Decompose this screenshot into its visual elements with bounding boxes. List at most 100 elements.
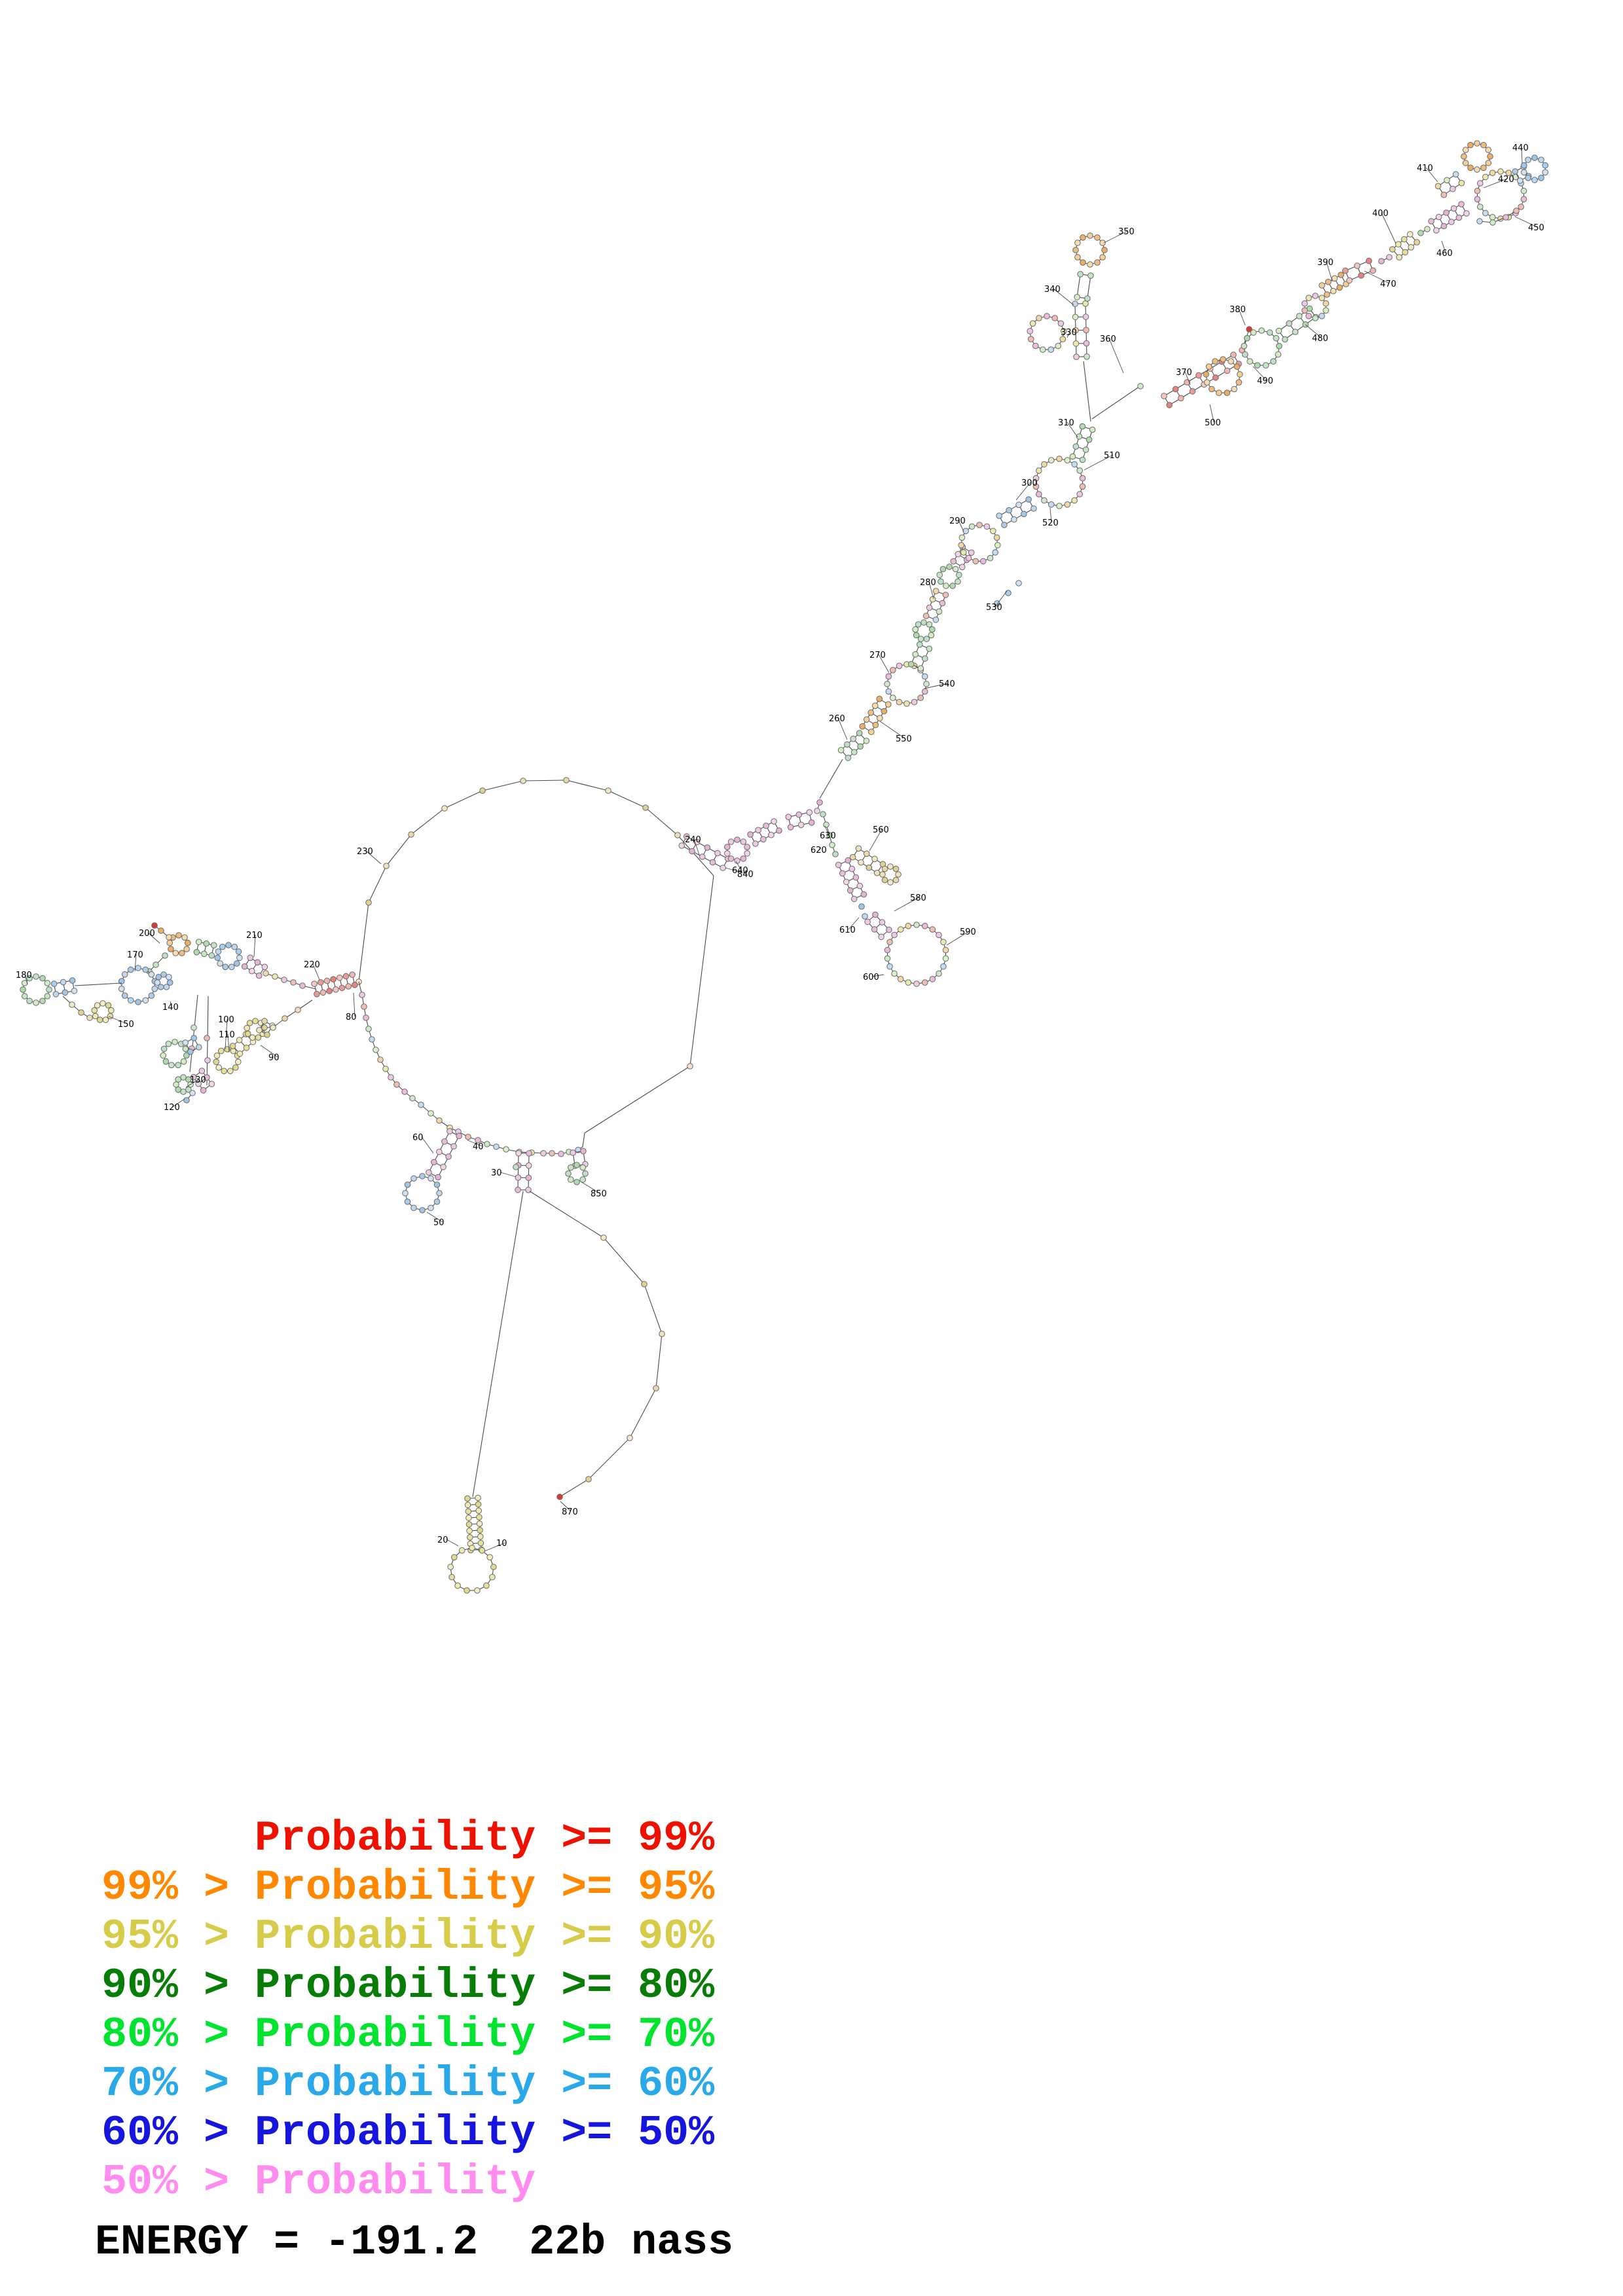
base-number-label: 330 bbox=[1061, 328, 1077, 338]
structure-stem bbox=[837, 730, 870, 761]
legend-line-below50: 50% > Probability bbox=[101, 2158, 536, 2206]
structure-stem bbox=[182, 1035, 202, 1055]
base-number-label: 170 bbox=[127, 950, 143, 972]
base-number-label: 110 bbox=[219, 1030, 235, 1053]
svg-text:280: 280 bbox=[920, 578, 936, 588]
structure-stem bbox=[835, 857, 867, 903]
structure-chain bbox=[1476, 207, 1520, 226]
base-number-label: 840 bbox=[725, 867, 754, 880]
svg-text:40: 40 bbox=[473, 1142, 484, 1152]
svg-text:330: 330 bbox=[1061, 328, 1077, 338]
structure-chain bbox=[183, 1090, 196, 1103]
legend-line-80: 90% > Probability >= 80% bbox=[101, 1962, 715, 2010]
structure-loop bbox=[1072, 232, 1108, 268]
legend-line-90: 95% > Probability >= 90% bbox=[101, 1912, 715, 1961]
structure-loop bbox=[912, 619, 936, 643]
svg-text:470: 470 bbox=[1380, 279, 1396, 289]
base-number-label: 550 bbox=[879, 721, 912, 744]
svg-text:530: 530 bbox=[986, 603, 1002, 613]
structure-chain bbox=[513, 1164, 519, 1170]
svg-text:200: 200 bbox=[139, 929, 155, 939]
base-number-label: 480 bbox=[1305, 324, 1328, 344]
base-number-label: 610 bbox=[839, 917, 860, 935]
structure-loop bbox=[1027, 313, 1067, 353]
legend-line-60: 70% > Probability >= 60% bbox=[101, 2060, 715, 2108]
base-number-label: 30 bbox=[491, 1168, 517, 1178]
structure-chain bbox=[814, 799, 823, 814]
structure-stem bbox=[1072, 300, 1090, 361]
structure-stem bbox=[859, 696, 892, 735]
structure-chain bbox=[994, 580, 1022, 607]
base-number-label: 530 bbox=[986, 590, 1008, 613]
legend-line-99: Probability >= 99% bbox=[101, 1814, 715, 1863]
svg-text:130: 130 bbox=[190, 1075, 206, 1085]
structure-chain bbox=[1417, 226, 1431, 236]
structure-stem bbox=[515, 1150, 532, 1193]
svg-text:10: 10 bbox=[496, 1539, 507, 1549]
base-number-label: 150 bbox=[108, 1016, 134, 1030]
structure-stem bbox=[1342, 257, 1376, 284]
base-number-label: 200 bbox=[139, 929, 160, 944]
base-number-label: 870 bbox=[560, 1501, 578, 1517]
base-number-label: 460 bbox=[1436, 240, 1453, 259]
svg-text:140: 140 bbox=[162, 1003, 179, 1013]
structure-chain bbox=[1378, 254, 1393, 264]
base-number-label: 400 bbox=[1372, 209, 1396, 244]
structure-loop bbox=[91, 1000, 115, 1023]
structure-stem bbox=[1434, 171, 1465, 198]
structure-chain bbox=[151, 922, 172, 941]
base-number-label: 80 bbox=[346, 992, 357, 1022]
structure-loop bbox=[936, 564, 962, 589]
base-number-label: 620 bbox=[811, 846, 827, 855]
structure-stem bbox=[229, 1031, 257, 1057]
structure-stem bbox=[190, 1067, 215, 1094]
svg-text:400: 400 bbox=[1372, 209, 1389, 219]
svg-text:290: 290 bbox=[949, 516, 966, 526]
svg-text:150: 150 bbox=[118, 1020, 134, 1030]
structure-stem bbox=[50, 977, 78, 997]
svg-text:490: 490 bbox=[1257, 376, 1273, 386]
structure-chain bbox=[472, 1191, 524, 1498]
base-number-label: 520 bbox=[1042, 507, 1059, 528]
svg-text:620: 620 bbox=[811, 846, 827, 855]
base-number-label: 210 bbox=[246, 931, 263, 958]
svg-text:230: 230 bbox=[357, 847, 373, 857]
base-number-label: 390 bbox=[1317, 258, 1334, 282]
svg-text:590: 590 bbox=[960, 927, 976, 937]
structure-stem bbox=[785, 809, 815, 831]
base-number-label: 300 bbox=[1015, 478, 1038, 501]
base-number-label: 370 bbox=[1176, 368, 1192, 386]
svg-text:510: 510 bbox=[1104, 451, 1120, 461]
structure-chain bbox=[358, 981, 583, 1157]
structure-stem bbox=[864, 911, 892, 941]
base-number-label: 260 bbox=[829, 714, 848, 740]
structure-chain bbox=[74, 982, 122, 986]
structure-stem bbox=[922, 588, 949, 623]
structure-loop bbox=[214, 942, 243, 971]
base-number-label: 640 bbox=[732, 861, 748, 876]
svg-text:560: 560 bbox=[873, 825, 889, 835]
base-number-label: 630 bbox=[820, 825, 836, 841]
structure-chain bbox=[1083, 361, 1091, 422]
structure-loop bbox=[166, 932, 191, 956]
energy-annotation: ENERGY = -191.2 22b nass bbox=[95, 2218, 734, 2267]
svg-text:220: 220 bbox=[304, 960, 320, 970]
svg-text:350: 350 bbox=[1118, 227, 1135, 237]
structure-loop bbox=[879, 863, 902, 886]
structure-chain bbox=[356, 777, 714, 1147]
svg-text:120: 120 bbox=[164, 1103, 180, 1113]
svg-text:260: 260 bbox=[829, 714, 845, 724]
base-number-label: 600 bbox=[863, 973, 884, 982]
base-number-label: 510 bbox=[1084, 451, 1120, 471]
structure-stem bbox=[241, 954, 268, 979]
base-number-label: 220 bbox=[304, 960, 320, 980]
structure-chain bbox=[263, 970, 316, 990]
structure-loop bbox=[565, 1162, 589, 1185]
base-number-label: 440 bbox=[1512, 143, 1529, 164]
structure-stem bbox=[1389, 231, 1420, 260]
svg-text:630: 630 bbox=[820, 831, 836, 841]
svg-text:580: 580 bbox=[910, 893, 926, 903]
structure-loop bbox=[447, 1545, 497, 1594]
structure-stem bbox=[996, 496, 1037, 528]
base-number-label: 560 bbox=[869, 825, 889, 852]
